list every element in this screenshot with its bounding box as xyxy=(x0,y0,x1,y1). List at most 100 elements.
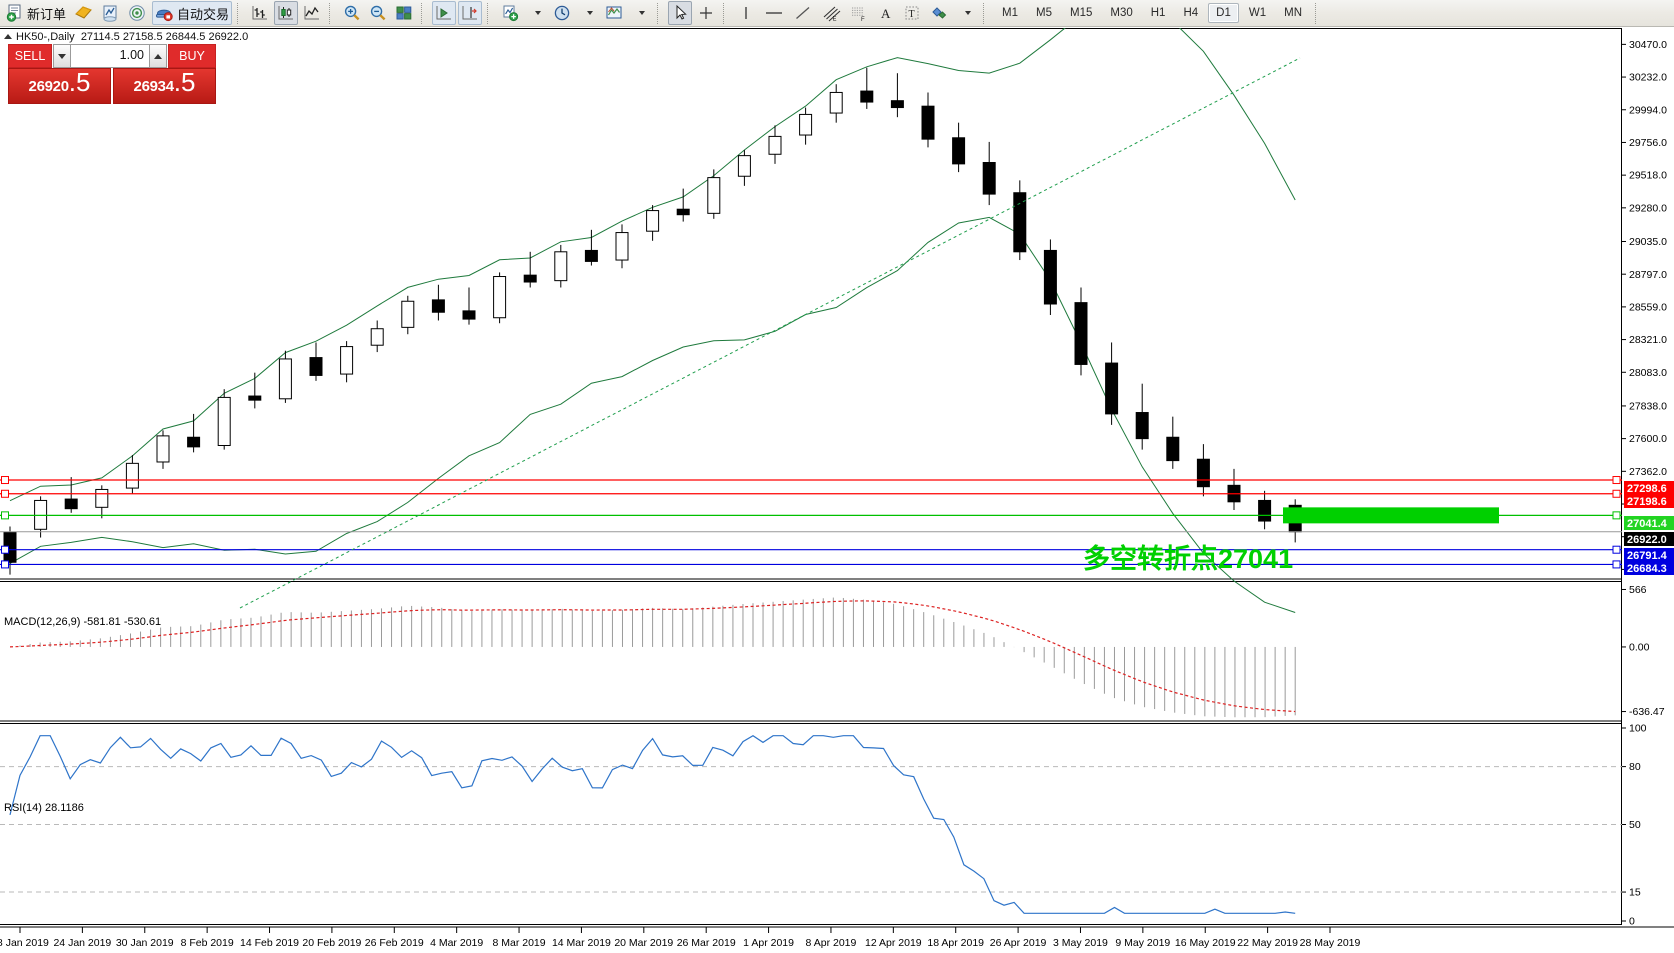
metaeditor-button[interactable] xyxy=(71,1,96,25)
sell-price-decimal: .5 xyxy=(68,67,91,97)
svg-text:29756.0: 29756.0 xyxy=(1629,137,1667,149)
candle xyxy=(768,135,782,155)
crosshair-tool-button[interactable] xyxy=(694,1,718,25)
svg-text:3 May 2019: 3 May 2019 xyxy=(1053,937,1108,949)
equidistant-channel-tool-button[interactable]: E xyxy=(818,1,844,25)
candle xyxy=(890,100,904,109)
timeframe-m30[interactable]: M30 xyxy=(1110,7,1133,19)
chart-annotation-text[interactable]: 多空转折点27041 xyxy=(1083,543,1293,574)
autotrading-button[interactable]: 自动交易 xyxy=(152,1,233,25)
objects-dropdown[interactable] xyxy=(954,1,978,25)
candle xyxy=(615,232,629,261)
candle xyxy=(707,177,721,214)
trade-panel-controls: SELL 1.00 BUY xyxy=(8,44,216,68)
trendline-tool-button[interactable] xyxy=(790,1,816,25)
toolbar-separator-6 xyxy=(723,2,729,24)
support-tag-blue-2-label: 26684.3 xyxy=(1627,563,1667,575)
zoom-in-button[interactable] xyxy=(340,1,364,25)
timeframe-mn[interactable]: MN xyxy=(1284,7,1302,19)
vertical-line-tool-button[interactable] xyxy=(734,1,758,25)
volume-stepper[interactable]: 1.00 xyxy=(53,44,167,68)
fibonacci-tool-button[interactable]: F xyxy=(846,1,872,25)
sell-button[interactable]: SELL xyxy=(8,44,52,68)
horizontal-line-tool-button[interactable] xyxy=(760,1,788,25)
support-tag-blue-1-label: 26791.4 xyxy=(1627,550,1668,562)
chart-area[interactable]: 30470.0 30232.0 29994.0 29756.0 29518.0 29280… xyxy=(0,28,1674,953)
svg-text:1 Apr 2019: 1 Apr 2019 xyxy=(743,937,794,949)
metaeditor-icon xyxy=(75,6,92,19)
svg-text:29994.0: 29994.0 xyxy=(1629,104,1667,116)
trendline-icon xyxy=(796,7,810,19)
objects-tool-button[interactable] xyxy=(926,1,952,25)
zoom-out-button[interactable] xyxy=(366,1,390,25)
line-chart-icon xyxy=(304,6,320,20)
sell-price-box[interactable]: 26920.5 xyxy=(8,68,111,104)
candle xyxy=(217,396,231,446)
new-order-icon xyxy=(6,4,21,22)
rsi-indicator-label: RSI(14) 28.1186 xyxy=(4,802,84,814)
chart-shift-button[interactable] xyxy=(458,1,483,25)
macd-histogram xyxy=(19,597,1296,718)
buy-price-integer: 26934 xyxy=(133,78,175,95)
svg-text:8 Mar 2019: 8 Mar 2019 xyxy=(492,937,545,949)
timeframe-h1[interactable]: H1 xyxy=(1150,7,1166,19)
trade-panel-prices: 26920.5 26934.5 xyxy=(8,68,216,104)
tile-windows-button[interactable] xyxy=(392,1,416,25)
volume-input[interactable]: 1.00 xyxy=(71,44,149,68)
text-tool-button[interactable]: A xyxy=(874,1,898,25)
templates-dropdown[interactable] xyxy=(628,1,652,25)
level-handle xyxy=(1,560,9,569)
expert-list-button[interactable] xyxy=(98,1,123,25)
signals-button[interactable] xyxy=(125,1,150,25)
candle xyxy=(584,249,598,262)
svg-text:28 May 2019: 28 May 2019 xyxy=(1300,937,1361,949)
indicators-button[interactable] xyxy=(498,1,522,25)
line-chart-button[interactable] xyxy=(300,1,324,25)
horizontal-level-lines[interactable] xyxy=(0,57,1622,609)
candlestick-chart-button[interactable] xyxy=(274,1,299,25)
new-order-button[interactable]: 新订单 xyxy=(3,1,69,25)
cursor-tool-button[interactable] xyxy=(668,1,693,25)
svg-text:14 Mar 2019: 14 Mar 2019 xyxy=(552,937,611,949)
templates-button[interactable] xyxy=(602,1,626,25)
period-button[interactable] xyxy=(550,1,574,25)
timeframe-d1[interactable]: D1 xyxy=(1208,3,1239,23)
volume-increase-button[interactable] xyxy=(149,44,167,68)
arrow-cursor-icon xyxy=(676,4,687,20)
svg-text:E: E xyxy=(833,17,837,23)
trade-panel[interactable]: SELL 1.00 BUY 26920.5 26934.5 xyxy=(8,44,216,104)
sell-price-integer: 26920 xyxy=(28,78,70,95)
new-order-label: 新订单 xyxy=(27,6,67,22)
fibonacci-icon: F xyxy=(852,7,865,22)
auto-scroll-button[interactable] xyxy=(432,1,457,25)
zoom-in-icon xyxy=(344,5,360,21)
objects-icon xyxy=(932,7,947,19)
timeframe-h4[interactable]: H4 xyxy=(1183,7,1199,19)
timeframe-m5[interactable]: M5 xyxy=(1036,7,1052,19)
svg-text:30232.0: 30232.0 xyxy=(1629,72,1667,84)
indicators-dropdown[interactable] xyxy=(524,1,548,25)
svg-text:20 Mar 2019: 20 Mar 2019 xyxy=(614,937,673,949)
volume-decrease-button[interactable] xyxy=(53,44,71,68)
svg-text:14 Feb 2019: 14 Feb 2019 xyxy=(240,937,299,949)
bar-chart-button[interactable] xyxy=(248,1,272,25)
level-handle xyxy=(1,489,9,498)
candle xyxy=(95,488,109,508)
period-dropdown[interactable] xyxy=(576,1,600,25)
timeframe-m15[interactable]: M15 xyxy=(1070,7,1093,19)
svg-text:50: 50 xyxy=(1629,819,1641,831)
svg-text:27362.0: 27362.0 xyxy=(1629,466,1667,478)
candle xyxy=(523,274,537,283)
candle xyxy=(921,105,935,140)
zoom-out-icon xyxy=(370,5,386,21)
timeframe-w1[interactable]: W1 xyxy=(1248,7,1267,19)
collapse-triangle-icon[interactable] xyxy=(4,34,12,39)
text-label-tool-button[interactable]: T xyxy=(900,1,924,25)
timeframe-m1[interactable]: M1 xyxy=(1002,7,1019,19)
buy-button[interactable]: BUY xyxy=(168,44,216,68)
buy-price-box[interactable]: 26934.5 xyxy=(113,68,216,104)
toolbar-separator-1 xyxy=(237,2,243,24)
level-handle xyxy=(1612,545,1621,554)
chart-canvas[interactable]: 30470.0 30232.0 29994.0 29756.0 29518.0 29280… xyxy=(0,28,1674,953)
candle xyxy=(1074,302,1088,365)
